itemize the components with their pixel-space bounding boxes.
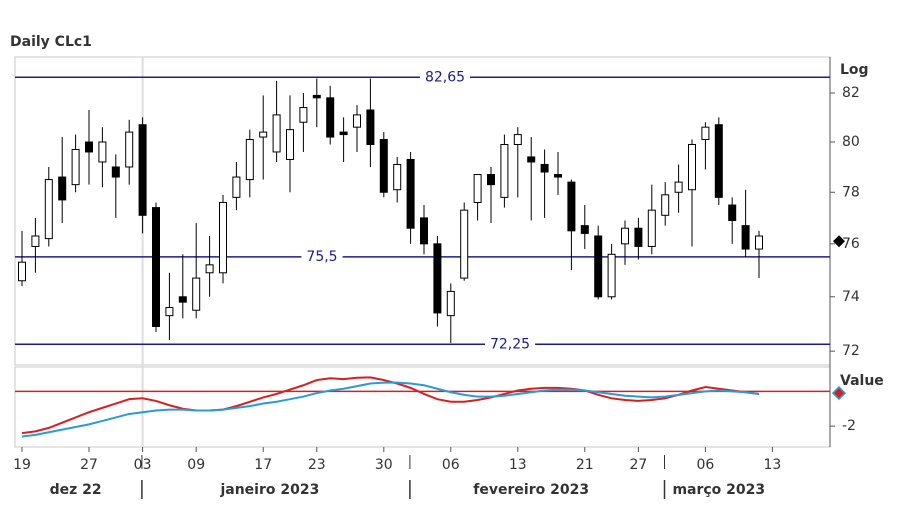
candle-body <box>393 163 402 191</box>
candle-body <box>312 94 321 99</box>
x-tick-label: 27 <box>629 457 647 473</box>
x-tick-label: 21 <box>576 457 594 473</box>
candle-body <box>580 225 589 234</box>
candle-body <box>219 201 227 274</box>
indicator-line <box>21 376 760 435</box>
x-tick-label: 03 <box>134 457 152 473</box>
x-tick-label: 30 <box>375 457 393 473</box>
candle-body <box>607 253 616 298</box>
candle-body <box>661 194 670 216</box>
x-tick-label: 17 <box>254 457 272 473</box>
candle-body <box>473 174 482 203</box>
candle-body <box>621 227 629 245</box>
candle-body <box>406 158 415 229</box>
candle-body <box>379 139 388 193</box>
price-panel <box>14 56 831 366</box>
candle-body <box>688 143 696 191</box>
candle-body <box>259 131 268 138</box>
candle-body <box>714 124 723 198</box>
candle-body <box>728 204 737 221</box>
candle-body <box>44 179 53 240</box>
x-tick-label: 19 <box>13 457 31 473</box>
candle-body <box>500 143 509 198</box>
candle-body <box>272 114 281 153</box>
candle-body <box>299 107 308 123</box>
candle-body <box>366 109 375 145</box>
candle-body <box>85 141 93 153</box>
candle-body <box>245 139 254 181</box>
level-label-bg <box>301 248 343 265</box>
y-tick-label: 74 <box>842 289 860 305</box>
candle-body <box>487 174 495 186</box>
x-tick-label: 13 <box>509 457 527 473</box>
candle-body <box>165 307 174 317</box>
y-tick-label: 72 <box>842 343 860 359</box>
month-label: dez 22 <box>50 482 102 498</box>
y-tick-label: -2 <box>842 418 856 434</box>
candle-body <box>647 209 656 247</box>
level-label: 72,25 <box>490 336 530 352</box>
candle-body <box>125 131 134 168</box>
month-label: março 2023 <box>672 482 765 498</box>
indicator-axis-label: Value <box>840 373 884 389</box>
candle-body <box>58 176 67 201</box>
candle-body <box>594 235 603 298</box>
candle-body <box>326 97 335 138</box>
candle-body <box>232 176 241 198</box>
candle-body <box>433 243 442 314</box>
candle-body <box>178 296 187 303</box>
candle-body <box>513 134 522 145</box>
candle-body <box>339 131 348 136</box>
candle-body <box>31 235 40 247</box>
candle-body <box>755 235 763 250</box>
month-label: fevereiro 2023 <box>473 482 589 498</box>
candle-body <box>567 181 576 232</box>
candle-body <box>674 181 683 193</box>
candle-body <box>701 126 710 141</box>
level-label: 82,65 <box>425 69 465 85</box>
y-tick-label: 78 <box>842 184 860 200</box>
candle-body <box>554 174 562 178</box>
x-tick-label: 13 <box>763 457 781 473</box>
level-label-bg <box>419 69 471 86</box>
candle-body <box>460 209 469 279</box>
indicator-line <box>21 381 760 438</box>
candle-body <box>286 129 294 160</box>
x-tick-label: 06 <box>442 457 460 473</box>
candle-body <box>446 290 455 317</box>
level-label: 75,5 <box>306 249 337 265</box>
candle-body <box>353 114 361 128</box>
candle-body <box>138 124 147 216</box>
chart-title: Daily CLc1 <box>10 34 92 50</box>
scale-label: Log <box>840 62 869 78</box>
level-label-bg <box>484 336 536 353</box>
x-tick-label: 27 <box>80 457 98 473</box>
candle-body <box>634 227 643 247</box>
y-tick-label: 80 <box>842 134 860 150</box>
month-label: janeiro 2023 <box>219 482 319 498</box>
candle-body <box>98 141 107 163</box>
y-tick-label: 76 <box>842 236 860 252</box>
candle-body <box>540 163 549 173</box>
x-tick-label: 09 <box>187 457 205 473</box>
y-tick-label: 82 <box>842 85 860 101</box>
candle-body <box>420 217 428 245</box>
candle-body <box>205 264 214 274</box>
candle-body <box>527 156 536 163</box>
candle-body <box>741 225 750 250</box>
candle-body <box>111 166 120 178</box>
last-value-marker <box>831 386 847 401</box>
candle-body <box>192 277 201 311</box>
candle-body <box>71 148 80 186</box>
x-tick-label: 23 <box>308 457 326 473</box>
candle-body <box>18 261 26 282</box>
indicator-panel <box>14 366 831 448</box>
last-price-marker <box>833 235 845 248</box>
candle-body <box>152 207 160 328</box>
x-tick-label: 06 <box>696 457 714 473</box>
